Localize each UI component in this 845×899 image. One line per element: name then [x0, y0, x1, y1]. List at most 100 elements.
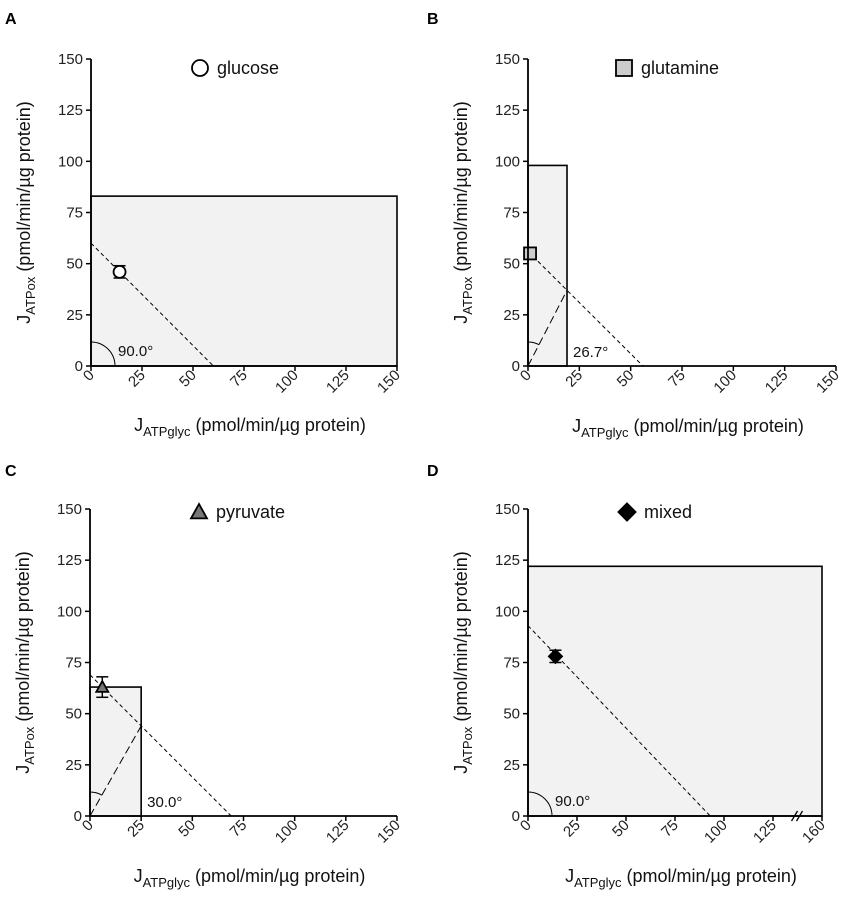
x-tick-label: 150 [374, 367, 404, 397]
x-tick-label: 150 [813, 367, 843, 397]
y-tick-label: 0 [512, 358, 520, 375]
x-tick-label: 100 [272, 367, 302, 397]
y-tick-label: 50 [503, 256, 520, 273]
x-tick-label: 75 [227, 367, 251, 391]
legend-marker [617, 502, 637, 522]
x-tick-label: 50 [175, 817, 199, 841]
y-tick-label: 25 [66, 307, 83, 324]
x-tick-label: 125 [750, 817, 780, 847]
legend-label: glutamine [641, 58, 719, 78]
legend-marker [189, 502, 209, 520]
y-tick-label: 75 [65, 655, 82, 672]
panel-letter: D [427, 463, 439, 480]
y-tick-label: 125 [57, 552, 82, 569]
max-capacity-box [527, 164, 568, 367]
y-tick-label: 100 [58, 153, 83, 170]
x-tick-label: 75 [227, 817, 251, 841]
y-tick-label: 25 [65, 757, 82, 774]
y-tick-label: 0 [512, 808, 520, 825]
x-tick-label: 125 [323, 817, 353, 847]
x-tick-label: 25 [124, 817, 148, 841]
y-tick-label: 150 [495, 501, 520, 518]
data-point [112, 264, 127, 279]
bioenergetic-index-line [527, 290, 568, 367]
y-axis-label: JATPox (pmol/min/µg protein) [14, 101, 38, 324]
y-tick-label: 0 [74, 808, 82, 825]
y-tick-label: 75 [66, 205, 83, 222]
x-tick-label: 100 [272, 817, 302, 847]
y-tick-label: 125 [58, 102, 83, 119]
y-axis-label: JATPox (pmol/min/µg protein) [13, 551, 37, 774]
x-tick-label: 150 [374, 817, 404, 847]
panel-a: A 90.0° 0 25 50 75 100 125 150 0 25 50 75 100 125 150 gl… [5, 11, 404, 439]
panel-letter: A [5, 11, 17, 28]
x-tick-label: 160 [799, 817, 829, 847]
x-tick-label: 0 [79, 817, 97, 835]
y-tick-label: 25 [503, 757, 520, 774]
y-tick-label: 100 [57, 603, 82, 620]
x-tick-label: 0 [517, 367, 535, 385]
legend-marker [615, 59, 633, 77]
angle-label: 26.7° [573, 344, 608, 361]
x-tick-label: 0 [517, 817, 535, 835]
legend-label: pyruvate [216, 502, 285, 522]
max-capacity-box [527, 565, 823, 817]
x-axis-label: JATPglyc (pmol/min/µg protein) [134, 866, 366, 890]
legend-marker [191, 59, 209, 77]
x-tick-label: 50 [609, 817, 633, 841]
x-tick-label: 25 [562, 367, 586, 391]
y-tick-label: 100 [495, 603, 520, 620]
bioenergetic-line [90, 242, 214, 367]
x-tick-label: 75 [658, 817, 682, 841]
y-tick-label: 150 [57, 501, 82, 518]
max-capacity-box [89, 686, 142, 817]
y-tick-label: 25 [503, 307, 520, 324]
x-tick-label: 100 [710, 367, 740, 397]
y-tick-label: 100 [495, 153, 520, 170]
panel-c: C 30.0° 0 25 50 75 100 125 150 0 25 50 75 100 125 150 py… [5, 463, 404, 890]
y-tick-label: 125 [495, 102, 520, 119]
bioenergetic-line [527, 251, 644, 367]
data-point [94, 679, 110, 693]
axis-break-mark [790, 810, 799, 822]
legend-label: mixed [644, 502, 692, 522]
x-tick-label: 125 [323, 367, 353, 397]
y-tick-label: 75 [503, 205, 520, 222]
y-axis-label: JATPox (pmol/min/µg protein) [451, 551, 475, 774]
x-tick-label: 125 [762, 367, 792, 397]
panel-letter: C [5, 463, 17, 480]
x-tick-label: 25 [125, 367, 149, 391]
data-point [547, 648, 564, 665]
bioenergetic-line [89, 674, 232, 817]
bioenergetic-index-line [89, 725, 142, 817]
y-axis-label: JATPox (pmol/min/µg protein) [451, 101, 475, 324]
x-tick-label: 100 [701, 817, 731, 847]
axis-break-mark [795, 810, 804, 822]
max-capacity-box [90, 195, 398, 367]
x-axis-label: JATPglyc (pmol/min/µg protein) [565, 866, 797, 890]
panel-b: B 26.7° 0 25 50 75 100 125 150 0 25 50 75 100 125 150 gl… [427, 11, 843, 440]
angle-label: 30.0° [147, 794, 182, 811]
x-tick-label: 50 [614, 367, 638, 391]
angle-arc [527, 791, 553, 817]
y-tick-label: 125 [495, 552, 520, 569]
x-tick-label: 0 [80, 367, 98, 385]
angle-arc [90, 341, 116, 367]
panel-letter: B [427, 11, 439, 28]
y-tick-label: 50 [66, 256, 83, 273]
y-tick-label: 50 [503, 706, 520, 723]
panel-d: D 90.0° 0 25 50 75 100 125 150 0 25 50 75 100 125 160 mi… [427, 463, 829, 890]
x-tick-label: 50 [176, 367, 200, 391]
y-tick-label: 150 [58, 51, 83, 68]
data-point [523, 246, 537, 261]
y-tick-label: 0 [75, 358, 83, 375]
angle-label: 90.0° [118, 343, 153, 360]
y-tick-label: 75 [503, 655, 520, 672]
x-axis-label: JATPglyc (pmol/min/µg protein) [572, 416, 804, 440]
angle-label: 90.0° [555, 793, 590, 810]
legend-label: glucose [217, 58, 279, 78]
y-tick-label: 150 [495, 51, 520, 68]
x-tick-label: 25 [560, 817, 584, 841]
x-axis-label: JATPglyc (pmol/min/µg protein) [134, 415, 366, 439]
